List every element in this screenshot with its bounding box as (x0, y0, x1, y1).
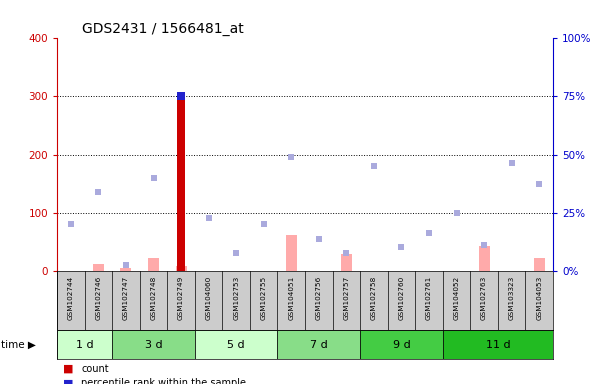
Bar (478, 246, 490, 271)
Bar (341, 255, 352, 271)
Text: GSM104053: GSM104053 (536, 275, 542, 320)
Text: ■: ■ (63, 364, 73, 374)
Text: 1 d: 1 d (76, 339, 93, 350)
Text: 5 d: 5 d (227, 339, 245, 350)
Text: count: count (81, 364, 109, 374)
Text: GSM102749: GSM102749 (178, 275, 184, 320)
Text: GSM102756: GSM102756 (316, 275, 322, 320)
Text: GSM102761: GSM102761 (426, 275, 432, 320)
Text: GSM102755: GSM102755 (261, 275, 267, 320)
Text: GSM102747: GSM102747 (123, 275, 129, 320)
Bar (360, 330, 443, 359)
Bar (148, 258, 159, 271)
Text: GSM102763: GSM102763 (481, 275, 487, 320)
Bar (57, 330, 112, 359)
Text: GSM102744: GSM102744 (68, 275, 74, 320)
Bar (278, 330, 360, 359)
Text: 3 d: 3 d (145, 339, 162, 350)
Text: GSM102758: GSM102758 (371, 275, 377, 320)
Text: 9 d: 9 d (392, 339, 410, 350)
Text: 11 d: 11 d (486, 339, 510, 350)
Text: GSM104052: GSM104052 (454, 275, 460, 320)
Text: GSM102746: GSM102746 (96, 275, 102, 320)
Bar (112, 330, 195, 359)
Text: GDS2431 / 1566481_at: GDS2431 / 1566481_at (82, 22, 243, 36)
Text: time ▶: time ▶ (1, 339, 36, 350)
Bar (285, 235, 297, 271)
Text: GSM102753: GSM102753 (233, 275, 239, 320)
Text: GSM102748: GSM102748 (150, 275, 156, 320)
Text: GSM104060: GSM104060 (206, 275, 212, 320)
Text: GSM104051: GSM104051 (288, 275, 294, 320)
Bar (175, 266, 186, 271)
Text: 7 d: 7 d (310, 339, 328, 350)
Bar (120, 268, 132, 271)
Text: GSM102760: GSM102760 (398, 275, 404, 320)
Bar (195, 330, 278, 359)
Bar (443, 330, 553, 359)
Text: GSM103323: GSM103323 (508, 275, 514, 320)
Text: percentile rank within the sample: percentile rank within the sample (81, 378, 246, 384)
Bar (177, 92, 186, 271)
Bar (93, 264, 104, 271)
Bar (534, 258, 545, 271)
Text: GSM102757: GSM102757 (343, 275, 349, 320)
Text: ■: ■ (63, 378, 73, 384)
